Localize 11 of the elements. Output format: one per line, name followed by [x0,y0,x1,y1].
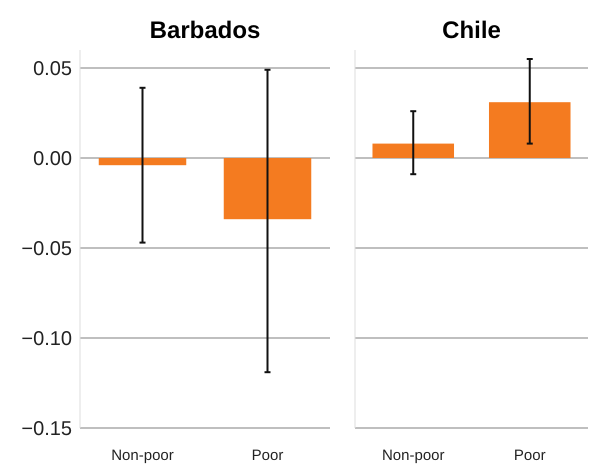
x-tick-label: Non-poor [382,447,445,464]
y-tick-label: −0.10 [21,328,72,350]
x-tick-label: Non-poor [111,447,174,464]
y-tick-label: −0.05 [21,238,72,260]
x-tick-label: Poor [514,447,546,464]
chart-title: Chile [442,17,501,44]
x-tick-label: Poor [252,447,284,464]
y-tick-label: 0.05 [33,58,72,80]
y-tick-label: −0.15 [21,418,72,440]
y-tick-label: 0.00 [33,148,72,170]
chart-title: Barbados [150,17,260,44]
